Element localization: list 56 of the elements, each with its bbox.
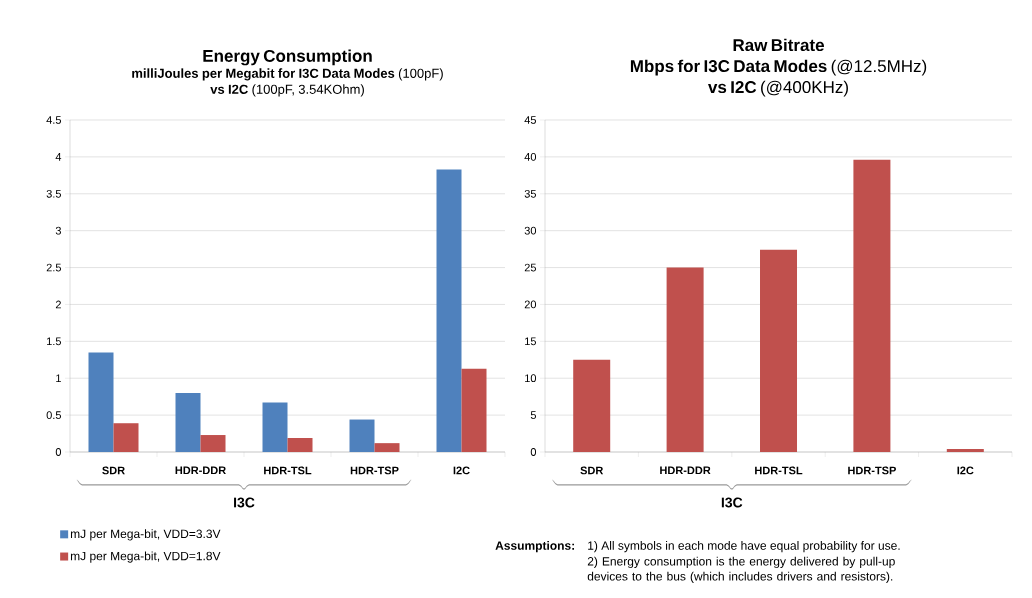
- bar: [436, 169, 462, 452]
- bar: [666, 267, 704, 452]
- x-tick-label: HDR-DDR: [660, 466, 711, 475]
- x-tick-label: SDR: [102, 466, 125, 475]
- y-tick-label: 3.5: [46, 189, 61, 198]
- bar: [175, 392, 201, 452]
- legend-label: mJ per Mega-bit, VDD=1.8V: [70, 551, 221, 563]
- text: I3C: [234, 497, 255, 508]
- x-tick-label: I2C: [957, 466, 974, 475]
- bar: [262, 402, 288, 452]
- y-tick-label: 4.5: [46, 116, 61, 124]
- x-tick-label: I2C: [453, 466, 470, 475]
- bar: [946, 449, 984, 452]
- y-tick-label: 4: [55, 153, 62, 161]
- bar: [760, 249, 798, 452]
- legend-label: mJ per Mega-bit, VDD=3.3V: [70, 529, 221, 541]
- y-tick-label: 0.5: [46, 411, 61, 420]
- text: Mbps for I3C Data Modes (@12.5MHz) vs I2C (@400KHz): [630, 59, 927, 97]
- bar: [853, 159, 891, 452]
- bar: [349, 419, 375, 452]
- y-tick-label: 1: [56, 374, 61, 383]
- text: 1) All symbols in each mode have equal probability for use.: [588, 541, 900, 553]
- y-tick-label: 30: [524, 226, 537, 235]
- y-tick-label: 2: [55, 300, 61, 309]
- y-tick-label: 10: [525, 374, 537, 383]
- bar: [461, 368, 487, 452]
- x-tick-label: SDR: [580, 466, 604, 475]
- chart-title: Raw Bitrate: [733, 38, 824, 52]
- y-tick-label: 0: [55, 448, 62, 456]
- bar: [573, 359, 611, 452]
- x-tick-label: HDR-TSL: [755, 466, 803, 475]
- bar: [88, 352, 114, 452]
- y-tick-label: 25: [524, 263, 536, 272]
- y-tick-label: 20: [524, 300, 537, 309]
- bar: [200, 435, 226, 452]
- y-tick-label: 2.5: [46, 263, 61, 272]
- y-tick-label: 0: [530, 448, 537, 456]
- bar: [113, 423, 139, 452]
- text: milliJoules per Megabit for I3C Data Modes (100pF) vs I2C (100pF, 3.54KOhm): [132, 68, 443, 97]
- y-tick-label: 45: [524, 116, 536, 124]
- text: I3C: [721, 497, 743, 508]
- text: 2) Energy consumption is the energy delivered by pull-up devices to the bus (which includes drivers and resistors).: [587, 556, 895, 583]
- x-tick-label: HDR-TSP: [350, 466, 399, 475]
- y-tick-label: 35: [524, 189, 536, 198]
- y-tick-label: 5: [530, 411, 536, 419]
- bar: [287, 437, 313, 452]
- x-tick-label: HDR-TSP: [848, 466, 896, 475]
- bar: [374, 443, 400, 452]
- x-tick-label: HDR-DDR: [175, 466, 226, 475]
- x-tick-label: HDR-TSL: [264, 466, 312, 475]
- text: Assumptions:: [495, 541, 575, 553]
- y-tick-label: 15: [525, 337, 536, 346]
- y-tick-label: 40: [524, 153, 537, 161]
- y-tick-label: 1.5: [47, 337, 61, 346]
- y-tick-label: 3: [55, 226, 61, 235]
- chart-title: Energy Consumption: [203, 49, 372, 66]
